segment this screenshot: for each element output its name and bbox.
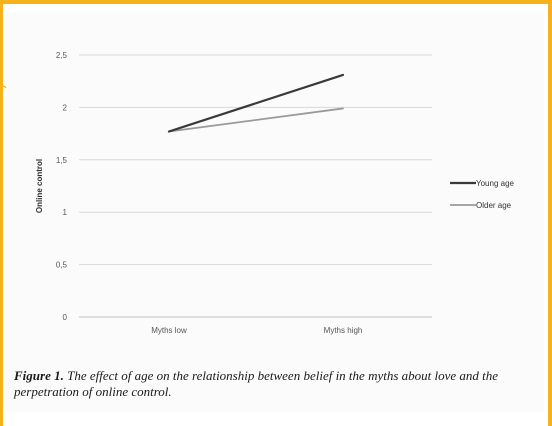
figure-caption: Figure 1. The effect of age on the relat… [14,368,544,400]
legend-label: Young age [476,179,515,188]
series-line-young-age [167,73,345,133]
frame-top-border [0,0,552,4]
y-tick-label: 0 [63,313,68,322]
y-tick-label: 1,5 [56,156,68,165]
y-tick-label: 1 [63,208,68,217]
x-tick-label: Myths high [324,326,363,335]
y-axis-label: Online control [35,159,44,213]
y-tick-label: 2,5 [56,51,68,60]
caption-label: Figure 1. [14,368,64,383]
y-tick-label: 0,5 [56,261,68,270]
x-tick-label: Myths low [151,326,187,335]
figure-panel: 0 0,5 1 1,5 2 2,5 Myths low Myths high Online co… [6,12,544,412]
caption-text: The effect of age on the relationship be… [14,368,499,399]
y-tick-label: 2 [63,103,68,112]
series-line-older-age [168,107,344,133]
legend-label: Older age [476,201,512,210]
frame-left-border [0,0,3,426]
line-chart: 0 0,5 1 1,5 2 2,5 Myths low Myths high Online co… [35,51,515,335]
frame-right-border [548,0,552,426]
